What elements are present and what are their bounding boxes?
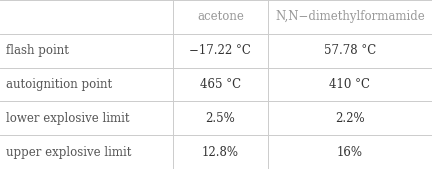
Text: 2.5%: 2.5%: [206, 112, 235, 125]
Text: 465 °C: 465 °C: [200, 78, 241, 91]
Text: 12.8%: 12.8%: [202, 146, 239, 159]
Text: lower explosive limit: lower explosive limit: [6, 112, 130, 125]
Text: acetone: acetone: [197, 10, 244, 23]
Text: −17.22 °C: −17.22 °C: [189, 44, 251, 57]
Text: N,N−dimethylformamide: N,N−dimethylformamide: [275, 10, 425, 23]
Text: upper explosive limit: upper explosive limit: [6, 146, 132, 159]
Text: flash point: flash point: [6, 44, 70, 57]
Text: autoignition point: autoignition point: [6, 78, 113, 91]
Text: 16%: 16%: [337, 146, 363, 159]
Text: 410 °C: 410 °C: [330, 78, 370, 91]
Text: 57.78 °C: 57.78 °C: [324, 44, 376, 57]
Text: 2.2%: 2.2%: [335, 112, 365, 125]
